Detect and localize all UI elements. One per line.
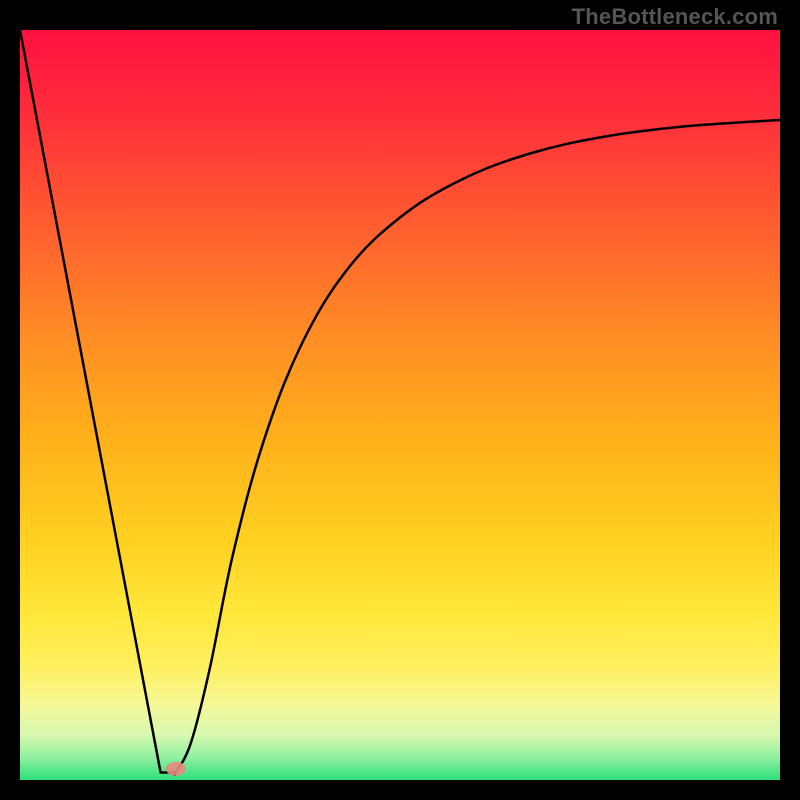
gradient-background: [20, 30, 780, 780]
dip-marker: [166, 762, 186, 776]
watermark-label: TheBottleneck.com: [572, 4, 778, 30]
bottleneck-chart: [0, 0, 800, 800]
plot-container: TheBottleneck.com: [0, 0, 800, 800]
